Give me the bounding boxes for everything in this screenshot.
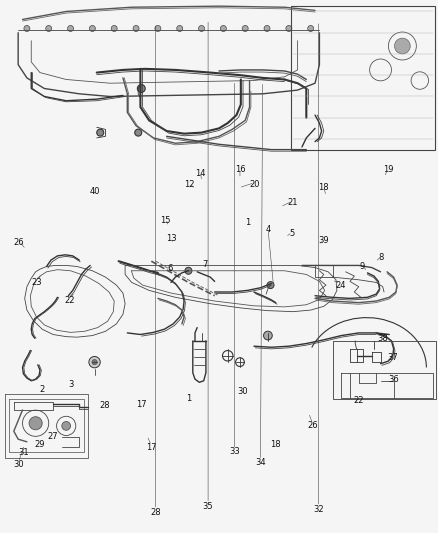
Text: 9: 9 [360,262,365,271]
Text: 1: 1 [245,219,250,228]
Text: 21: 21 [287,198,297,207]
Circle shape [177,26,183,31]
Text: 40: 40 [89,187,100,196]
Text: 8: 8 [379,253,384,262]
Text: 6: 6 [167,264,173,272]
Text: 35: 35 [203,502,213,511]
Text: 20: 20 [250,180,260,189]
Text: 13: 13 [166,235,176,244]
Text: 18: 18 [270,440,281,449]
Text: 2: 2 [39,385,45,394]
Circle shape [308,26,314,31]
Circle shape [89,26,95,31]
Text: 30: 30 [13,460,24,469]
Text: 7: 7 [202,261,208,269]
Text: 17: 17 [146,442,157,451]
Text: 28: 28 [150,508,161,517]
Text: 33: 33 [229,447,240,456]
Circle shape [264,331,272,340]
Text: 31: 31 [18,448,29,457]
Circle shape [220,26,226,31]
Text: 15: 15 [160,216,171,225]
Text: 3: 3 [68,380,73,389]
Text: 29: 29 [35,440,45,449]
Text: 39: 39 [318,237,329,246]
Text: 22: 22 [353,396,364,405]
Circle shape [242,26,248,31]
Circle shape [133,26,139,31]
Text: 32: 32 [313,505,324,514]
Circle shape [62,422,71,430]
Text: 18: 18 [318,183,329,192]
Text: 26: 26 [14,238,25,247]
Circle shape [97,129,104,136]
Text: 17: 17 [136,400,147,409]
Circle shape [264,26,270,31]
Circle shape [111,26,117,31]
Text: 34: 34 [255,457,266,466]
Text: 19: 19 [383,165,394,174]
Text: 22: 22 [64,296,75,305]
Circle shape [267,281,274,288]
Text: 12: 12 [184,180,194,189]
Text: 4: 4 [265,225,271,234]
Circle shape [89,357,100,368]
Circle shape [46,26,52,31]
Text: 28: 28 [99,401,110,410]
Text: 5: 5 [290,229,295,238]
Circle shape [155,26,161,31]
Circle shape [198,26,205,31]
Text: 30: 30 [238,387,248,396]
Circle shape [286,26,292,31]
Text: 27: 27 [48,432,58,441]
Text: 37: 37 [387,353,398,362]
Circle shape [24,26,30,31]
Circle shape [135,129,142,136]
Text: 24: 24 [335,280,346,289]
Circle shape [67,26,74,31]
Text: 38: 38 [378,334,388,343]
Circle shape [92,360,97,365]
Text: 16: 16 [235,165,245,174]
Text: 36: 36 [388,375,399,384]
Text: 1: 1 [186,394,191,403]
Circle shape [395,38,410,54]
Text: 23: 23 [31,278,42,287]
Circle shape [138,85,145,92]
Circle shape [185,267,192,274]
Text: 26: 26 [307,422,318,430]
Circle shape [29,417,42,430]
Text: 14: 14 [195,169,206,178]
